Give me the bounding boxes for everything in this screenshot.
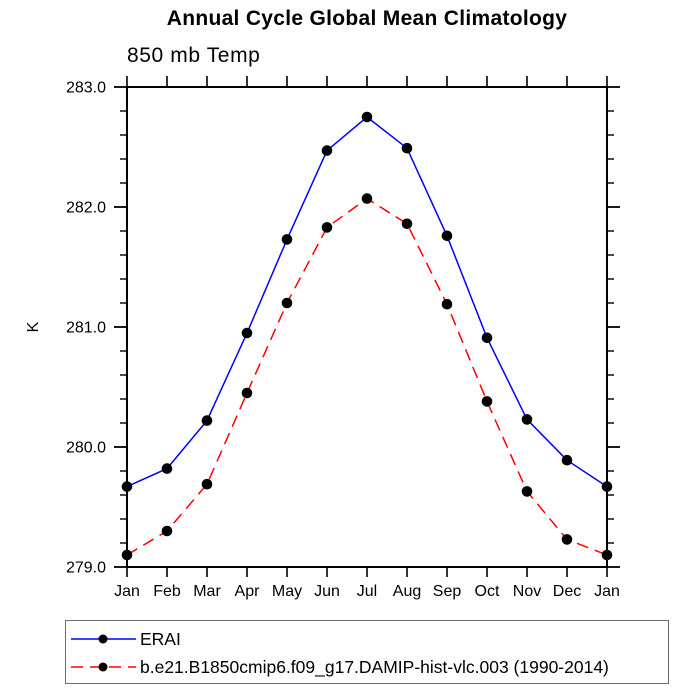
x-axis-tick-label: Jan	[114, 583, 140, 600]
model-data-point-marker	[201, 478, 213, 490]
erai-data-point-marker	[201, 415, 213, 426]
erai-data-point-marker	[401, 142, 413, 154]
y-axis-tick-label: 279.0	[66, 560, 106, 577]
model-data-point-marker	[281, 297, 293, 309]
x-axis-tick-label: Aug	[393, 583, 421, 600]
model-data-point-marker	[481, 396, 493, 407]
model-sample-marker-icon	[98, 662, 108, 672]
erai-data-point-marker	[321, 145, 333, 156]
chart-title: Annual Cycle Global Mean Climatology	[166, 7, 568, 30]
erai-data-point-marker	[121, 481, 133, 492]
erai-data-point-marker	[281, 234, 293, 245]
x-axis-tick-label: Mar	[193, 583, 221, 600]
erai-series-line	[126, 116, 608, 488]
plot-area: 283.0 282.0 281.0 280.0 279.0 Jan Feb Mar Apr May…	[25, 76, 620, 600]
erai-sample-marker-icon	[98, 634, 108, 644]
y-axis-tick-label: 281.0	[66, 320, 106, 337]
erai-data-point-marker	[441, 230, 453, 242]
x-axis-tick-label: Sep	[433, 583, 462, 600]
y-axis-title: K	[25, 321, 42, 332]
model-data-point-marker	[241, 387, 253, 399]
erai-data-point-marker	[481, 332, 493, 344]
erai-line-sample-icon	[71, 634, 136, 644]
model-series-line	[126, 197, 608, 556]
model-data-point-marker	[321, 222, 333, 233]
legend: ERAI b.e21.B1850cmip6.f09_g17.DAMIP-hist…	[65, 620, 669, 684]
x-axis-tick-label: Jul	[357, 583, 377, 600]
x-axis-tick-label: May	[272, 583, 302, 600]
model-data-point-marker	[401, 218, 413, 230]
model-data-point-marker	[601, 549, 613, 561]
erai-data-point-marker	[561, 454, 573, 466]
x-axis-tick-label: Oct	[475, 583, 500, 600]
x-axis-tick-label: Apr	[235, 583, 261, 600]
model-line-sample-icon	[71, 662, 136, 672]
erai-data-point-marker	[241, 327, 253, 339]
erai-data-point-marker	[601, 481, 613, 492]
plot-border	[126, 86, 608, 568]
model-data-point-marker	[361, 193, 373, 204]
erai-data-point-marker	[361, 111, 373, 123]
x-axis-tick-label: Nov	[513, 583, 541, 600]
legend-label-erai: ERAI	[140, 628, 181, 649]
legend-label-model: b.e21.B1850cmip6.f09_g17.DAMIP-hist-vlc.…	[140, 656, 609, 677]
model-data-point-marker	[121, 549, 133, 561]
erai-data-point-marker	[521, 414, 533, 425]
x-axis-tick-label: Dec	[553, 583, 581, 600]
x-axis-tick-label: Jun	[314, 583, 340, 600]
erai-data-point-marker	[161, 463, 173, 474]
y-axis-tick-label: 282.0	[66, 200, 106, 217]
legend-item-model: b.e21.B1850cmip6.f09_g17.DAMIP-hist-vlc.…	[66, 653, 668, 681]
model-data-point-marker	[441, 298, 453, 310]
model-data-point-marker	[161, 525, 173, 537]
chart-subtitle: 850 mb Temp	[127, 44, 261, 67]
model-data-point-marker	[561, 534, 573, 545]
x-axis-tick-label: Jan	[594, 583, 620, 600]
legend-item-erai: ERAI	[66, 625, 668, 653]
y-axis-tick-label: 283.0	[66, 80, 106, 97]
x-axis-tick-label: Feb	[153, 583, 181, 600]
model-data-point-marker	[521, 486, 533, 497]
y-axis-tick-label: 280.0	[66, 440, 106, 457]
